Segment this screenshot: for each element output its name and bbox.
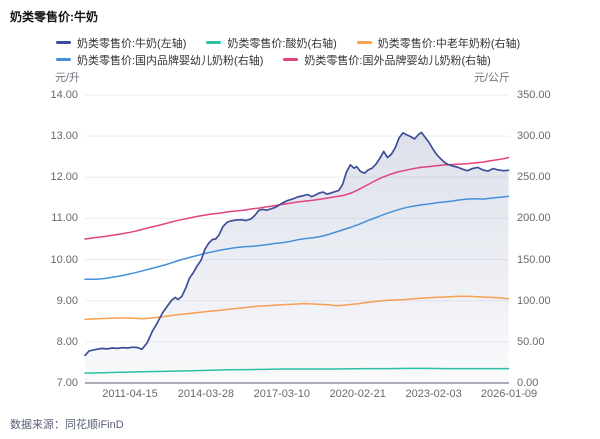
y-tick-left: 10.00 bbox=[50, 253, 78, 266]
legend-swatch-icon bbox=[56, 58, 71, 61]
legend-item-1[interactable]: 奶类零售价:酸奶(右轴) bbox=[206, 35, 337, 51]
series-line-0 bbox=[84, 131, 510, 357]
legend-label: 奶类零售价:中老年奶粉(右轴) bbox=[377, 37, 521, 50]
legend-swatch-icon bbox=[206, 41, 222, 44]
y-tick-right: 50.00 bbox=[517, 335, 545, 348]
y-tick-right: 350.00 bbox=[517, 89, 551, 101]
y-tick-right: 100.00 bbox=[517, 294, 551, 307]
series-line-2 bbox=[84, 295, 510, 320]
series-line-3 bbox=[84, 195, 510, 281]
legend-label: 奶类零售价:国内品牌婴幼儿奶粉(右轴) bbox=[77, 54, 264, 67]
x-tick: 2023-02-03 bbox=[405, 388, 462, 400]
legend-label: 奶类零售价:国外品牌婴幼儿奶粉(右轴) bbox=[304, 54, 491, 67]
legend-label: 奶类零售价:牛奶(左轴) bbox=[77, 37, 187, 50]
series-line-4 bbox=[84, 156, 510, 240]
left-axis-unit: 元/升 bbox=[54, 72, 80, 84]
legend-row: 奶类零售价:国内品牌婴幼儿奶粉(右轴) 奶类零售价:国外品牌婴幼儿奶粉(右轴) bbox=[56, 51, 560, 68]
legend-swatch-icon bbox=[356, 41, 372, 44]
series-line-1 bbox=[84, 367, 510, 374]
legend-row: 奶类零售价:牛奶(左轴) 奶类零售价:酸奶(右轴) 奶类零售价:中老年奶粉(右轴) bbox=[56, 34, 560, 51]
legend-label: 奶类零售价:酸奶(右轴) bbox=[227, 37, 337, 50]
legend: 奶类零售价:牛奶(左轴) 奶类零售价:酸奶(右轴) 奶类零售价:中老年奶粉(右轴) 奶… bbox=[56, 34, 560, 68]
legend-swatch-icon bbox=[283, 58, 299, 61]
x-tick: 2011-04-15 bbox=[102, 388, 158, 400]
plot-area bbox=[84, 94, 510, 384]
data-source: 数据来源：同花顺iFinD bbox=[10, 419, 124, 431]
y-tick-right: 200.00 bbox=[517, 212, 551, 225]
y-tick-right: 150.00 bbox=[517, 253, 551, 266]
y-tick-right: 250.00 bbox=[517, 171, 551, 184]
legend-item-3[interactable]: 奶类零售价:国内品牌婴幼儿奶粉(右轴) bbox=[56, 52, 263, 68]
y-tick-left: 11.00 bbox=[51, 212, 78, 225]
y-tick-left: 9.00 bbox=[56, 294, 78, 307]
y-tick-left: 12.00 bbox=[50, 171, 78, 184]
x-tick: 2014-03-28 bbox=[177, 388, 235, 400]
y-tick-right: 300.00 bbox=[517, 130, 551, 143]
y-tick-left: 14.00 bbox=[50, 89, 78, 101]
x-tick: 2017-03-10 bbox=[253, 388, 310, 400]
y-tick-left: 13.00 bbox=[50, 130, 78, 143]
chart-svg bbox=[84, 94, 510, 384]
y-tick-left: 8.00 bbox=[56, 335, 78, 348]
chart-title: 奶类零售价:牛奶 bbox=[10, 10, 98, 24]
y-tick-right: 0.00 bbox=[517, 377, 539, 389]
y-tick-left: 7.00 bbox=[56, 377, 78, 389]
legend-item-4[interactable]: 奶类零售价:国外品牌婴幼儿奶粉(右轴) bbox=[283, 52, 491, 68]
legend-item-2[interactable]: 奶类零售价:中老年奶粉(右轴) bbox=[356, 35, 521, 51]
x-tick: 2026-01-09 bbox=[480, 388, 538, 400]
series-area-0 bbox=[85, 132, 509, 383]
legend-swatch-icon bbox=[56, 41, 71, 44]
right-axis-unit: 元/公斤 bbox=[473, 72, 510, 84]
legend-item-0[interactable]: 奶类零售价:牛奶(左轴) bbox=[56, 35, 186, 51]
x-tick: 2020-02-21 bbox=[329, 388, 386, 400]
